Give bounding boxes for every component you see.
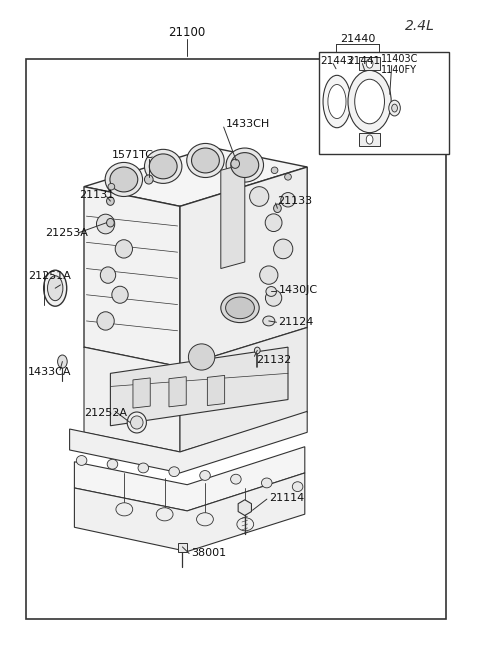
Ellipse shape <box>48 276 63 301</box>
Ellipse shape <box>44 270 67 306</box>
Ellipse shape <box>265 214 282 232</box>
Ellipse shape <box>274 204 281 212</box>
Ellipse shape <box>226 148 264 182</box>
Polygon shape <box>169 377 186 407</box>
Text: 1140FY: 1140FY <box>381 65 417 75</box>
Bar <box>359 57 380 70</box>
Text: 21253A: 21253A <box>46 227 88 238</box>
Text: 21443: 21443 <box>321 56 354 66</box>
Polygon shape <box>74 447 305 511</box>
Ellipse shape <box>110 167 138 192</box>
Ellipse shape <box>271 167 278 174</box>
Text: 21100: 21100 <box>168 26 206 39</box>
Ellipse shape <box>108 183 115 190</box>
Ellipse shape <box>260 266 278 284</box>
Bar <box>319 52 449 154</box>
Text: 1430JC: 1430JC <box>278 285 318 295</box>
Polygon shape <box>133 378 150 408</box>
Polygon shape <box>110 347 288 426</box>
Ellipse shape <box>116 503 132 516</box>
Ellipse shape <box>231 153 259 178</box>
Bar <box>26 59 446 619</box>
Text: 38001: 38001 <box>191 548 226 559</box>
Ellipse shape <box>221 293 259 322</box>
Ellipse shape <box>127 412 146 433</box>
Ellipse shape <box>226 297 254 318</box>
Ellipse shape <box>250 187 269 206</box>
Ellipse shape <box>200 470 210 480</box>
Text: 21133: 21133 <box>277 196 312 206</box>
Polygon shape <box>70 411 307 473</box>
Polygon shape <box>238 500 252 515</box>
Polygon shape <box>84 347 180 452</box>
Ellipse shape <box>97 312 114 330</box>
Ellipse shape <box>76 456 87 465</box>
Ellipse shape <box>112 286 128 303</box>
Ellipse shape <box>237 517 254 531</box>
Ellipse shape <box>328 84 346 119</box>
Text: 21114: 21114 <box>269 493 304 503</box>
Ellipse shape <box>197 513 213 526</box>
Ellipse shape <box>266 286 276 297</box>
Text: 21131: 21131 <box>79 189 114 200</box>
Polygon shape <box>84 147 307 206</box>
Ellipse shape <box>231 159 240 168</box>
Ellipse shape <box>254 347 260 354</box>
Ellipse shape <box>285 174 291 180</box>
Ellipse shape <box>348 71 391 132</box>
Text: 21132: 21132 <box>256 355 291 365</box>
Text: 2.4L: 2.4L <box>405 19 435 33</box>
Circle shape <box>366 135 373 144</box>
Ellipse shape <box>115 240 132 258</box>
Bar <box>178 543 187 552</box>
Ellipse shape <box>131 416 143 429</box>
Text: 21251A: 21251A <box>28 271 71 282</box>
Ellipse shape <box>292 482 303 491</box>
Text: 21124: 21124 <box>278 317 314 328</box>
Circle shape <box>389 100 400 116</box>
Ellipse shape <box>107 197 114 206</box>
Text: 1433CA: 1433CA <box>28 367 72 377</box>
Circle shape <box>392 104 397 112</box>
Ellipse shape <box>265 290 282 307</box>
Ellipse shape <box>96 214 115 234</box>
Bar <box>359 133 380 146</box>
Ellipse shape <box>192 148 219 173</box>
Ellipse shape <box>149 154 177 179</box>
Ellipse shape <box>107 219 114 227</box>
Circle shape <box>58 355 67 368</box>
Ellipse shape <box>323 75 351 128</box>
Ellipse shape <box>188 344 215 370</box>
Ellipse shape <box>355 79 384 124</box>
Circle shape <box>366 59 373 68</box>
Ellipse shape <box>156 508 173 521</box>
Ellipse shape <box>169 467 180 477</box>
Ellipse shape <box>144 175 153 184</box>
Ellipse shape <box>187 143 224 178</box>
Ellipse shape <box>281 193 295 207</box>
Ellipse shape <box>100 267 116 283</box>
Text: 21252A: 21252A <box>84 407 127 418</box>
Ellipse shape <box>274 239 293 259</box>
Polygon shape <box>180 167 307 367</box>
Ellipse shape <box>107 459 118 469</box>
Text: 1571TC: 1571TC <box>111 150 154 160</box>
Ellipse shape <box>262 478 272 488</box>
Text: 1433CH: 1433CH <box>226 119 270 130</box>
Polygon shape <box>221 164 245 269</box>
Text: 11403C: 11403C <box>381 54 418 64</box>
Text: 21440: 21440 <box>340 34 375 45</box>
Ellipse shape <box>144 149 182 183</box>
Ellipse shape <box>138 463 149 473</box>
Polygon shape <box>74 473 305 552</box>
Ellipse shape <box>230 474 241 484</box>
Polygon shape <box>207 375 225 405</box>
Ellipse shape <box>105 162 143 196</box>
Polygon shape <box>84 187 180 367</box>
Ellipse shape <box>263 316 275 326</box>
Polygon shape <box>180 328 307 452</box>
Text: 21441: 21441 <box>347 56 380 66</box>
